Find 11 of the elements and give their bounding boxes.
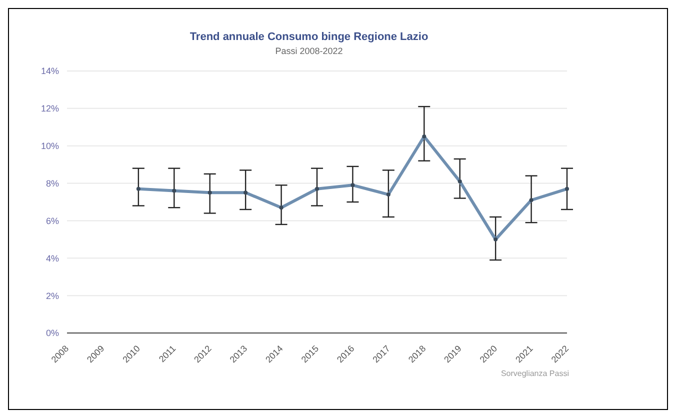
- y-tick-label: 12%: [40, 104, 59, 114]
- y-tick-label: 4%: [46, 253, 59, 264]
- chart-title: Trend annuale Consumo binge Regione Lazio: [188, 31, 430, 43]
- y-tick-label: 6%: [46, 216, 59, 226]
- y-tick-label: 14%: [40, 66, 59, 76]
- text: Sorveglianza Passi: [500, 369, 569, 378]
- y-tick-label: 0%: [46, 328, 59, 338]
- y-tick-label: 10%: [40, 141, 59, 152]
- chart-subtitle: Passi 2008-2022: [274, 46, 344, 56]
- y-tick-label: 8%: [46, 178, 59, 188]
- y-tick-label: 2%: [46, 290, 59, 301]
